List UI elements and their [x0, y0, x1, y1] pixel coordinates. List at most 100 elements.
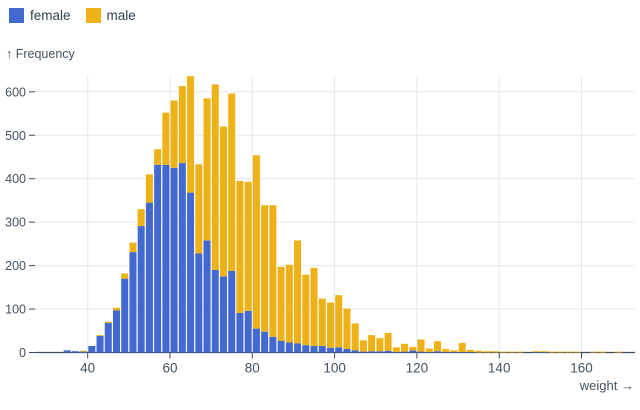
legend-label-male: male: [106, 8, 136, 23]
bar-male: [154, 149, 162, 165]
x-tick-label: 120: [406, 361, 429, 376]
bar-male: [178, 86, 186, 164]
bar-male: [219, 126, 228, 277]
bar-female: [343, 349, 351, 353]
bar-female: [285, 342, 293, 353]
bar-male: [326, 302, 334, 348]
bar-male: [401, 343, 409, 352]
bar-female: [294, 343, 302, 353]
x-tick-label: 80: [245, 361, 260, 376]
bar-male: [129, 242, 137, 253]
bar-female: [195, 253, 203, 353]
bar-male: [162, 112, 170, 165]
bar-female: [219, 276, 228, 353]
bar-male: [532, 351, 540, 353]
bar-female: [187, 192, 195, 353]
bar-male: [392, 347, 400, 353]
y-tick-label: 300: [5, 216, 26, 230]
bar-female: [104, 322, 112, 353]
bar-female: [302, 345, 310, 353]
bar-male: [310, 267, 318, 346]
bar-female: [310, 345, 318, 353]
bar-male: [351, 323, 359, 351]
x-tick-label: 100: [323, 361, 346, 376]
legend-item-female: female: [9, 8, 71, 23]
bar-male: [368, 335, 376, 352]
bar-female: [335, 347, 343, 353]
bar-female: [129, 252, 137, 353]
y-tick-label: 500: [5, 129, 26, 143]
female-swatch: [9, 8, 24, 23]
y-tick-label: 400: [5, 172, 26, 186]
bar-male: [549, 351, 557, 353]
bar-female: [96, 335, 104, 353]
bar-male: [516, 351, 524, 353]
bar-male: [318, 298, 326, 346]
bar-male: [269, 205, 277, 337]
bar-female: [154, 164, 162, 353]
bar-female: [326, 347, 334, 353]
bar-male: [508, 351, 516, 353]
bar-male: [458, 342, 466, 353]
bar-male: [442, 349, 450, 353]
bar-female: [203, 240, 211, 353]
bar-male: [145, 174, 153, 203]
bar-male: [425, 348, 433, 353]
bar-female: [71, 351, 79, 353]
bar-female: [170, 167, 178, 353]
bar-male: [294, 240, 302, 344]
bar-male: [244, 181, 252, 311]
bar-female: [409, 350, 417, 353]
bar-female: [277, 340, 285, 353]
bar-male: [335, 295, 343, 348]
bar-male: [615, 351, 623, 353]
bar-male: [598, 351, 606, 353]
bar-male: [203, 98, 211, 241]
x-tick-label: 60: [162, 361, 177, 376]
bar-male: [80, 350, 88, 352]
bar-female: [401, 351, 409, 353]
bar-male: [261, 205, 269, 332]
bar-female: [162, 164, 170, 353]
bar-female: [368, 351, 376, 353]
bar-female: [145, 202, 153, 353]
bar-male: [121, 273, 129, 279]
bar-female: [121, 278, 129, 353]
x-tick-label: 40: [80, 361, 95, 376]
bar-male: [565, 351, 573, 353]
bar-female: [63, 350, 71, 353]
bar-male: [590, 351, 598, 353]
bar-female: [236, 312, 244, 353]
bar-male: [302, 274, 310, 346]
male-swatch: [85, 8, 101, 23]
bar-male: [277, 266, 285, 341]
bar-male: [252, 155, 260, 329]
bar-male: [228, 93, 236, 271]
bar-female: [261, 331, 269, 353]
bar-male: [557, 351, 565, 353]
x-axis-title: weight →: [579, 378, 634, 393]
bar-female: [178, 163, 186, 353]
x-tick-label: 140: [488, 361, 511, 376]
bar-male: [466, 349, 474, 353]
bar-male: [433, 341, 441, 352]
bar-male: [112, 307, 121, 311]
x-tick-label: 160: [570, 361, 593, 376]
bar-female: [112, 310, 121, 353]
bar-female: [359, 351, 367, 353]
bar-female: [80, 351, 88, 353]
bar-male: [499, 351, 507, 353]
bar-female: [252, 328, 260, 353]
bar-male: [573, 351, 581, 353]
bar-male: [96, 335, 104, 336]
y-tick-label: 600: [5, 85, 26, 99]
bar-male: [491, 351, 499, 353]
bar-male: [104, 321, 112, 323]
bar-female: [269, 336, 277, 353]
bar-male: [450, 350, 458, 353]
bar-male: [540, 351, 548, 353]
bar-male: [376, 338, 384, 352]
bar-female: [318, 345, 326, 353]
